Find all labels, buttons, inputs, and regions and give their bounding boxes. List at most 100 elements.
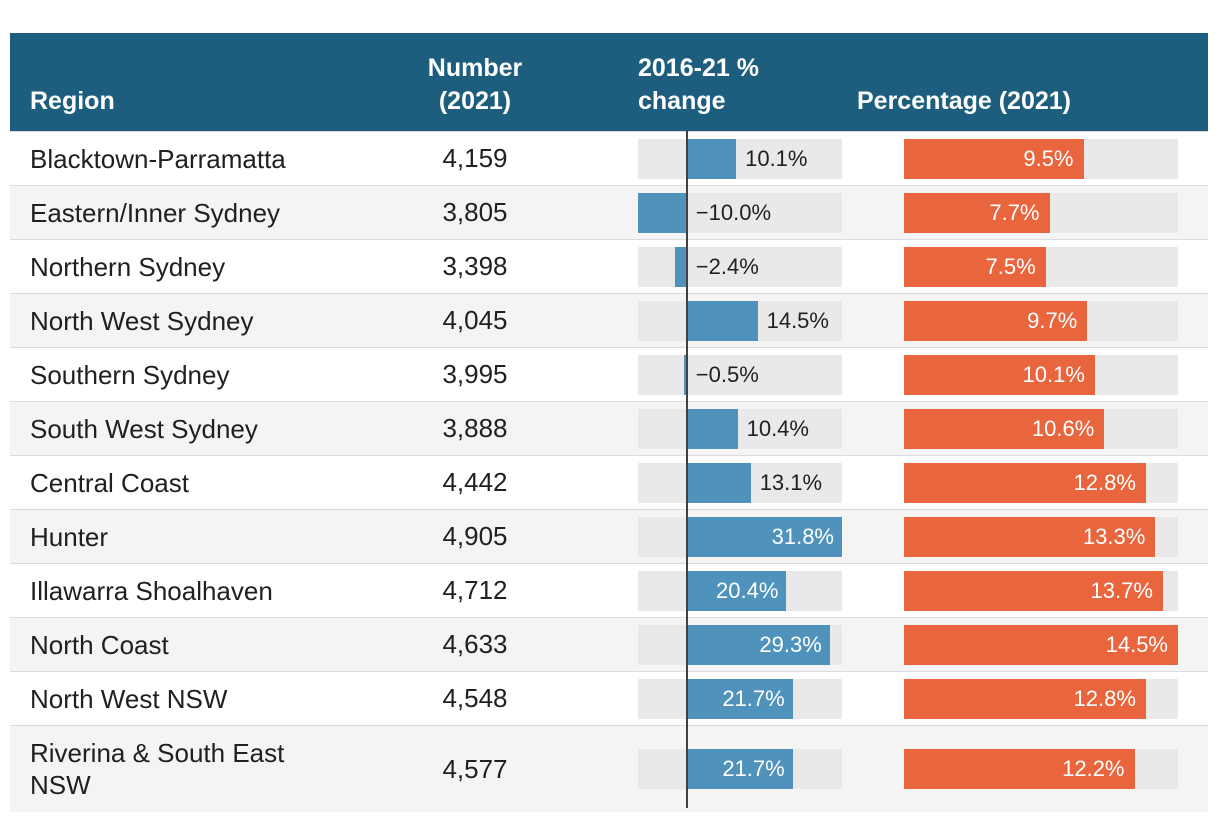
change-bar-track: −0.5% xyxy=(638,354,842,395)
region-label: Southern Sydney xyxy=(30,359,230,390)
percentage-cell: 10.6% xyxy=(855,402,1208,455)
change-bar-track: −2.4% xyxy=(638,246,842,287)
change-bar xyxy=(675,246,687,287)
table-row: Central Coast 4,442 13.1% 12.8% xyxy=(10,455,1208,509)
percentage-bar xyxy=(904,192,1050,233)
change-bar-track: 29.3% xyxy=(638,624,842,665)
region-cell: Southern Sydney xyxy=(10,348,390,401)
change-value-label: 21.7% xyxy=(722,756,785,781)
table-header: Region Number (2021) 2016-21 % change Pe… xyxy=(10,33,1208,131)
change-bar xyxy=(686,516,842,557)
number-cell: 4,159 xyxy=(390,132,560,185)
change-cell: 31.8% xyxy=(560,510,855,563)
change-cell: 21.7% xyxy=(560,672,855,725)
change-value-label: 13.1% xyxy=(759,469,823,495)
region-cell: Illawarra Shoalhaven xyxy=(10,564,390,617)
change-value-label: 10.4% xyxy=(746,415,809,441)
percentage-value-label: 13.7% xyxy=(1090,577,1153,603)
percentage-cell: 7.7% xyxy=(855,186,1208,239)
percentage-bar xyxy=(904,462,1146,503)
percentage-bar-track: 7.5% xyxy=(904,246,1178,287)
number-value: 3,888 xyxy=(442,413,508,443)
change-bar xyxy=(686,570,787,611)
percentage-bar xyxy=(904,624,1178,665)
change-value-label: 20.4% xyxy=(716,577,779,603)
change-cell: 10.1% xyxy=(560,132,855,185)
number-cell: 4,442 xyxy=(390,456,560,509)
percentage-cell: 12.8% xyxy=(855,456,1208,509)
number-value: 4,633 xyxy=(442,629,508,659)
change-value-label: 21.7% xyxy=(722,685,785,711)
percentage-bar-track: 12.2% xyxy=(904,749,1178,789)
number-value: 3,805 xyxy=(442,197,508,227)
change-bar-track: 31.8% xyxy=(638,516,842,557)
change-cell: 14.5% xyxy=(560,294,855,347)
percentage-bar xyxy=(904,246,1046,287)
percentage-bar-track: 9.7% xyxy=(904,300,1178,341)
change-cell: 20.4% xyxy=(560,564,855,617)
percentage-value-label: 10.6% xyxy=(1031,415,1095,441)
table-row: South West Sydney 3,888 10.4% 10.6% xyxy=(10,401,1208,455)
region-cell: Blacktown-Parramatta xyxy=(10,132,390,185)
percentage-cell: 12.2% xyxy=(855,726,1208,812)
region-cell: South West Sydney xyxy=(10,402,390,455)
region-label: North West Sydney xyxy=(30,305,254,336)
change-bar-track: 10.4% xyxy=(638,408,842,449)
percentage-bar xyxy=(904,408,1105,449)
change-bar xyxy=(638,192,687,233)
percentage-bar xyxy=(904,354,1095,395)
percentage-value-label: 7.5% xyxy=(985,253,1036,279)
change-value-label: −0.5% xyxy=(695,361,759,387)
region-label: North West NSW xyxy=(30,683,228,714)
percentage-value-label: 9.7% xyxy=(1027,307,1078,333)
column-header-percentage-label: Percentage (2021) xyxy=(857,87,1072,115)
change-bar xyxy=(686,624,830,665)
region-label: Riverina & South East NSW xyxy=(30,738,285,800)
change-cell: −10.0% xyxy=(560,186,855,239)
percentage-bar-track: 9.5% xyxy=(904,138,1178,179)
percentage-cell: 14.5% xyxy=(855,618,1208,671)
regions-table: Region Number (2021) 2016-21 % change Pe… xyxy=(10,33,1208,812)
table-row: Illawarra Shoalhaven 4,712 20.4% 13.7% xyxy=(10,563,1208,617)
change-bar-track: 20.4% xyxy=(638,570,842,611)
percentage-cell: 13.7% xyxy=(855,564,1208,617)
number-cell: 3,398 xyxy=(390,240,560,293)
number-cell: 4,045 xyxy=(390,294,560,347)
percentage-cell: 7.5% xyxy=(855,240,1208,293)
number-value: 4,442 xyxy=(442,467,508,497)
table-row: Blacktown-Parramatta 4,159 10.1% 9.5% xyxy=(10,131,1208,185)
percentage-bar-track: 10.1% xyxy=(904,354,1178,395)
percentage-bar-track: 7.7% xyxy=(904,192,1178,233)
number-value: 4,548 xyxy=(442,683,508,713)
percentage-value-label: 14.5% xyxy=(1105,631,1168,657)
table-row: North West NSW 4,548 21.7% 12.8% xyxy=(10,671,1208,725)
table-row: Riverina & South East NSW 4,577 21.7% 12.2% xyxy=(10,725,1208,812)
region-cell: North Coast xyxy=(10,618,390,671)
table-row: Hunter 4,905 31.8% 13.3% xyxy=(10,509,1208,563)
region-label: Central Coast xyxy=(30,467,189,498)
percentage-value-label: 10.1% xyxy=(1022,361,1085,387)
column-header-number-line2: (2021) xyxy=(438,87,512,115)
column-header-number-line1: Number xyxy=(427,54,523,82)
change-value-label: 31.8% xyxy=(771,523,834,549)
number-value: 4,159 xyxy=(442,143,508,173)
region-cell: Central Coast xyxy=(10,456,390,509)
percentage-cell: 9.5% xyxy=(855,132,1208,185)
table-body: Blacktown-Parramatta 4,159 10.1% 9.5% Easter… xyxy=(10,131,1208,812)
column-header-number: Number (2021) xyxy=(390,33,560,131)
percentage-bar-track: 10.6% xyxy=(904,408,1178,449)
percentage-bar-track: 13.3% xyxy=(904,516,1178,557)
column-header-region: Region xyxy=(10,33,390,131)
change-value-label: 10.1% xyxy=(745,145,808,171)
table-row: Northern Sydney 3,398 −2.4% 7.5% xyxy=(10,239,1208,293)
percentage-bar-track: 12.8% xyxy=(904,462,1178,503)
change-cell: −2.4% xyxy=(560,240,855,293)
change-bar xyxy=(686,749,793,789)
region-label: South West Sydney xyxy=(30,413,258,444)
percentage-bar-track: 14.5% xyxy=(904,624,1178,665)
change-value-label: 14.5% xyxy=(766,307,829,333)
column-header-change-line1: 2016-21 % xyxy=(638,54,759,82)
percentage-cell: 12.8% xyxy=(855,672,1208,725)
percentage-value-label: 7.7% xyxy=(989,199,1040,225)
